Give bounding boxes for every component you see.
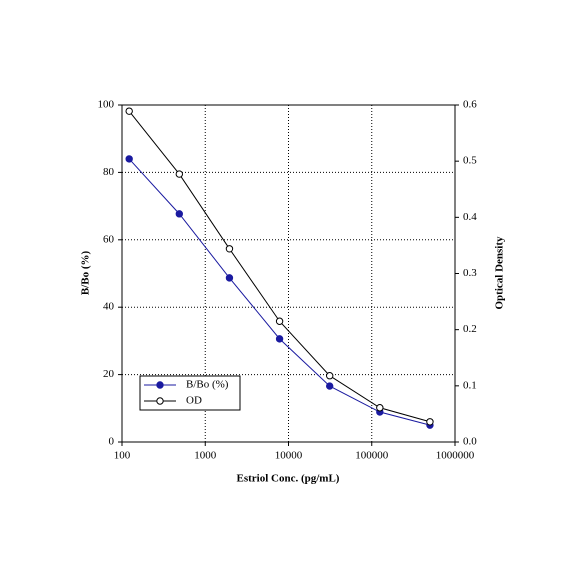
legend-label: OD [186,395,202,407]
x-tick-label: 10000 [275,450,303,462]
data-point [225,245,234,253]
y-tick-label: 0 [109,436,115,448]
data-point [225,274,234,282]
x-tick-label: 1000000 [436,450,475,462]
y-tick-label: 80 [103,166,115,178]
data-point [275,317,284,325]
data-point [175,210,184,218]
data-point [275,335,284,343]
x-axis-title: Estriol Conc. (pg/mL) [237,473,340,485]
y-tick-label: 40 [103,301,115,313]
y-axis-title: B/Bo (%) [80,251,92,296]
data-point [325,372,334,380]
y2-tick-label: 0.6 [463,99,477,111]
y-tick-label: 100 [98,99,115,111]
data-point [125,107,133,115]
y2-tick-label: 0.1 [463,379,477,391]
y2-tick-label: 0.4 [463,211,477,223]
x-tick-label: 100000 [355,450,389,462]
legend-marker [156,381,164,389]
plot-frame [121,104,456,443]
y2-tick-label: 0.5 [463,155,477,167]
y2-tick-label: 0.2 [463,323,477,335]
legend-marker [156,397,164,405]
legend-label: B/Bo (%) [186,379,229,391]
y2-tick-label: 0.3 [463,267,477,279]
data-point [325,382,334,390]
data-point [125,155,133,163]
y-tick-label: 60 [103,233,115,245]
data-point [175,170,184,178]
y2-tick-label: 0.0 [463,436,477,448]
y-tick-label: 20 [103,368,115,380]
x-tick-label: 100 [114,450,131,462]
legend-box [139,375,241,411]
y2-axis-title: Optical Density [494,236,506,310]
data-point [376,404,384,412]
data-point [426,418,434,426]
x-tick-label: 1000 [194,450,217,462]
